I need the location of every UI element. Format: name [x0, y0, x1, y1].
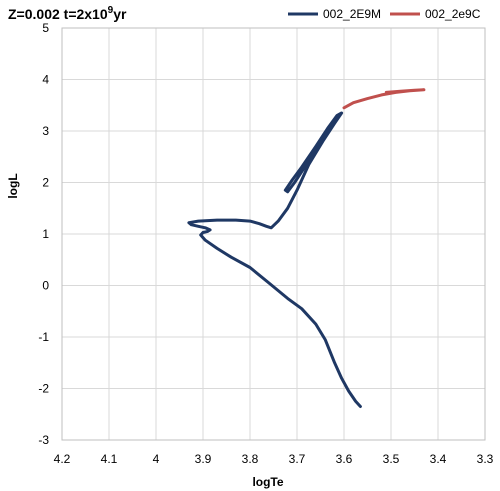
plot-area-frame — [61, 27, 486, 441]
series-line-002-2e9c — [342, 88, 426, 110]
y-axis-label: logL — [6, 173, 20, 198]
series-group — [187, 88, 426, 408]
x-tick-labels: 4.2 4.1 4 3.9 3.8 3.7 3.6 3.5 3.4 3.3 — [54, 452, 494, 466]
x-tick-label: 4.2 — [54, 452, 71, 466]
y-tick-label: 1 — [42, 227, 49, 241]
y-tick-label: -1 — [38, 330, 49, 344]
x-tick-label: 3.5 — [383, 452, 400, 466]
x-tick-label: 3.4 — [430, 452, 447, 466]
legend-label-002-2e9m: 002_2E9M — [323, 7, 381, 21]
x-tick-label: 4 — [153, 452, 160, 466]
series-line-002-2e9m — [187, 111, 362, 408]
legend-label-002-2e9c: 002_2e9C — [425, 7, 481, 21]
x-axis-label: logTe — [252, 475, 283, 489]
y-tick-label: -2 — [38, 382, 49, 396]
y-tick-label: -3 — [38, 433, 49, 447]
x-tick-label: 4.1 — [101, 452, 118, 466]
y-tick-label: 2 — [42, 176, 49, 190]
y-tick-labels: -3 -2 -1 0 1 2 3 4 5 — [38, 21, 49, 447]
x-tick-label: 3.7 — [289, 452, 306, 466]
y-tick-label: 5 — [42, 21, 49, 35]
y-tick-label: 4 — [42, 73, 49, 87]
y-tick-label: 0 — [42, 279, 49, 293]
x-tick-label: 3.3 — [477, 452, 494, 466]
chart-title: Z=0.002 t=2x109yr — [8, 5, 127, 22]
x-tick-label: 3.9 — [195, 452, 212, 466]
x-tick-label: 3.8 — [242, 452, 259, 466]
legend: 002_2E9M 002_2e9C — [288, 7, 481, 21]
y-tick-label: 3 — [42, 124, 49, 138]
x-tick-label: 3.6 — [336, 452, 353, 466]
